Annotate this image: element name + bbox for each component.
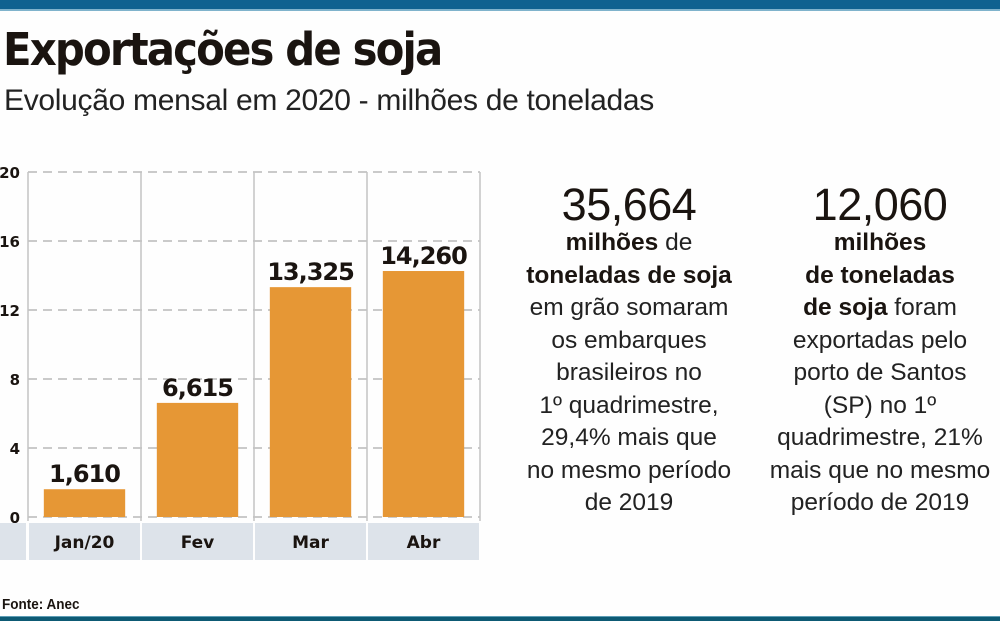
stat-bold-text: toneladas de soja [526, 261, 732, 289]
stat-text: de [658, 229, 693, 256]
y-tick-label: 16 [0, 233, 20, 251]
stat-line: porto de Santos [793, 359, 967, 386]
stat-line: toneladas de soja [513, 260, 745, 293]
stat-bold-text: de toneladas [805, 261, 955, 289]
bar [156, 402, 239, 517]
category-box [255, 523, 366, 560]
x-tick-label: Jan/20 [54, 533, 115, 553]
bars [43, 271, 465, 517]
stat-line: de 2019 [584, 489, 674, 516]
stat-line: exportadas pelo [792, 326, 968, 354]
stat-line: no mesmo período [526, 456, 732, 484]
stat-line: (SP) no 1º [823, 391, 937, 419]
y-tick-label: 20 [0, 164, 20, 182]
y-tick-label: 12 [0, 302, 20, 320]
stat-bold-text: milhões [565, 229, 659, 256]
x-tick-label: Fev [181, 533, 215, 553]
stat-line: em grão somaram [529, 294, 729, 321]
stat-block-santos-exports: 12,060 milhões de toneladas de soja fora… [762, 179, 998, 520]
data-label: 13,325 [267, 258, 354, 286]
data-labels: 1,610 6,615 13,325 14,260 [49, 242, 468, 488]
stat-line: os embarques [551, 326, 707, 354]
x-tick-label: Mar [292, 533, 329, 553]
data-label: 14,260 [380, 242, 467, 270]
stat-line: período de 2019 [790, 489, 970, 516]
stat-line: quadrimestre, 21% [777, 424, 983, 451]
chart-subtitle: Evolução mensal em 2020 - milhões de ton… [4, 84, 654, 117]
category-box [29, 523, 140, 560]
category-box [368, 523, 479, 560]
stat-line: brasileiros no [556, 359, 702, 386]
data-label: 1,610 [49, 460, 120, 488]
stat-bold-text: milhões [833, 229, 927, 256]
stat-line: de soja foram [762, 292, 998, 325]
stat-line: milhões de [513, 227, 745, 260]
top-accent-bar [0, 0, 1000, 11]
y-tick-label: 8 [10, 371, 20, 389]
stat-line: de toneladas [762, 260, 998, 293]
y-tick-label: 4 [10, 440, 20, 458]
gridlines [27, 171, 481, 521]
source-note: Fonte: Anec [2, 596, 80, 613]
stat-line: mais que no mesmo [769, 456, 991, 484]
bottom-accent-bar [0, 616, 1000, 621]
bar [269, 287, 352, 517]
bar [43, 489, 126, 517]
stat-bold-text: de soja [803, 294, 888, 321]
stat-line: 29,4% mais que [541, 424, 717, 451]
stat-text: foram [887, 294, 957, 321]
category-boxes: Jan/20 Fev Mar Abr [0, 523, 479, 560]
stat-value: 12,060 [812, 179, 948, 230]
x-tick-label: Abr [407, 533, 441, 553]
y-tick-label: 0 [10, 509, 20, 527]
category-box [142, 523, 253, 560]
stat-block-total-exports: 35,664 milhões de toneladas de soja em g… [513, 179, 745, 520]
chart-title: Exportações de soja [3, 23, 443, 76]
stat-line: 1º quadrimestre, [539, 391, 719, 419]
stat-value: 35,664 [561, 179, 697, 230]
y-axis-ticks: 0 4 8 12 16 20 [0, 164, 20, 527]
data-label: 6,615 [162, 374, 233, 402]
bar [382, 271, 465, 517]
bar-chart: Jan/20 Fev Mar Abr 1,610 6,615 13,325 14,260 0… [0, 164, 481, 560]
stat-line: milhões [762, 227, 998, 260]
category-box-spacer [0, 523, 26, 560]
